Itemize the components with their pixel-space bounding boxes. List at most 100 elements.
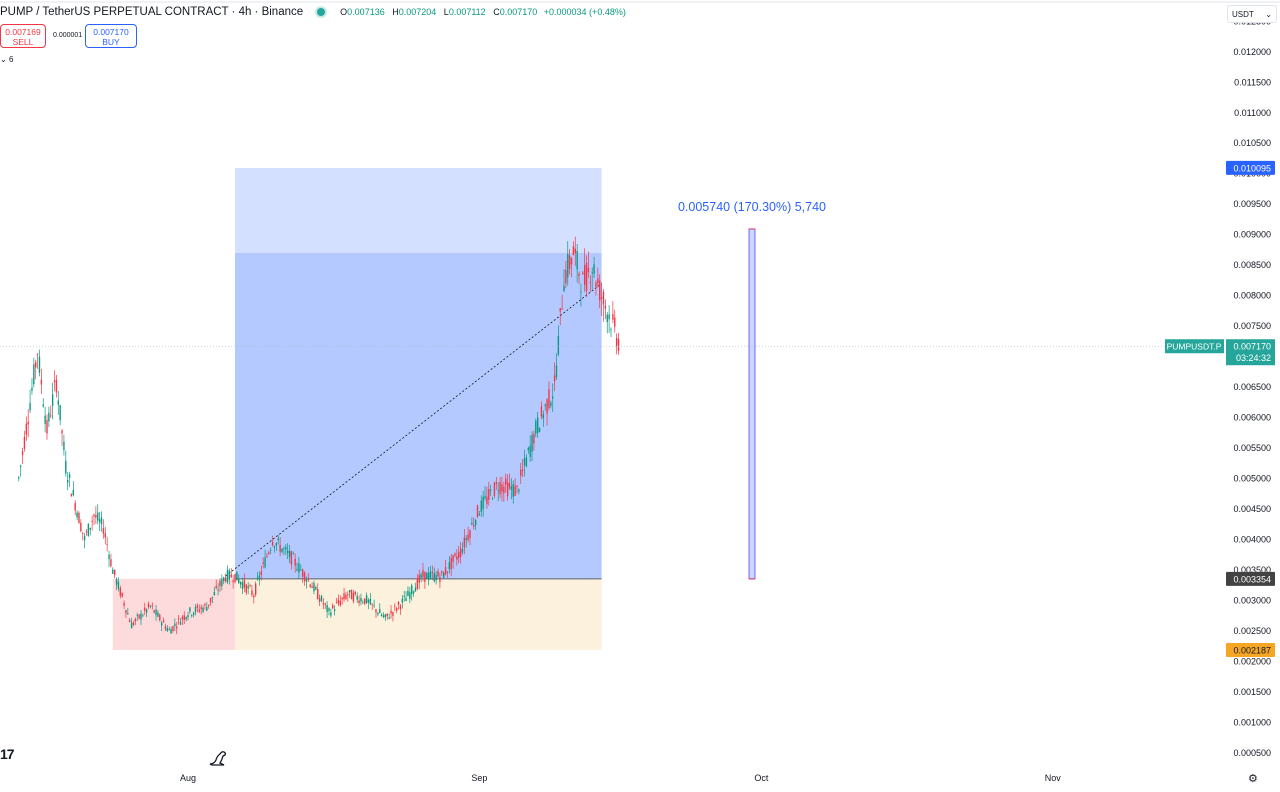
candle bbox=[459, 542, 462, 564]
candle bbox=[298, 556, 300, 579]
candle bbox=[226, 565, 229, 585]
y-tick-label: 0.003500 bbox=[1233, 565, 1271, 575]
tradingview-logo[interactable]: 17 bbox=[0, 746, 15, 762]
candle-body bbox=[224, 577, 227, 582]
candle-body bbox=[491, 498, 494, 500]
candle bbox=[174, 618, 176, 632]
candle-body bbox=[546, 399, 548, 414]
candle bbox=[501, 476, 503, 502]
candle-body bbox=[360, 598, 362, 602]
candle bbox=[183, 611, 185, 625]
candle bbox=[270, 547, 272, 555]
candle bbox=[324, 602, 326, 610]
candle bbox=[87, 523, 90, 537]
candle bbox=[337, 594, 340, 607]
candle-body bbox=[117, 581, 120, 589]
candle bbox=[121, 592, 123, 598]
low-value: 0.007112 bbox=[448, 7, 486, 17]
candle-body bbox=[268, 552, 270, 554]
candle-body bbox=[89, 527, 91, 530]
candle bbox=[129, 617, 131, 623]
candle bbox=[50, 405, 52, 418]
candle bbox=[412, 590, 415, 597]
candle-body bbox=[508, 482, 511, 488]
candle bbox=[401, 595, 404, 609]
y-tick-label: 0.006500 bbox=[1233, 382, 1271, 392]
candle-body bbox=[608, 314, 610, 320]
candle bbox=[593, 256, 595, 278]
candle bbox=[78, 511, 80, 524]
candle-body bbox=[328, 608, 330, 611]
candle-body bbox=[27, 421, 29, 425]
candle bbox=[83, 533, 86, 549]
candle bbox=[416, 573, 419, 591]
candle bbox=[461, 542, 464, 555]
candle bbox=[80, 519, 82, 533]
candle bbox=[185, 616, 187, 622]
candle bbox=[33, 357, 35, 388]
candle-body bbox=[523, 458, 526, 466]
candle bbox=[493, 481, 496, 499]
candle bbox=[364, 598, 366, 606]
candle-body bbox=[412, 591, 415, 594]
candle-body bbox=[424, 571, 426, 582]
candle bbox=[448, 555, 451, 574]
dino-icon[interactable] bbox=[208, 748, 228, 768]
candle-body bbox=[615, 337, 618, 346]
candle-body bbox=[121, 592, 123, 597]
candle-body bbox=[326, 605, 328, 612]
candle-body bbox=[305, 579, 308, 582]
candle-body bbox=[397, 601, 400, 605]
candle bbox=[266, 553, 268, 558]
candle-body bbox=[478, 514, 481, 516]
candle bbox=[362, 599, 364, 604]
candle-body bbox=[459, 548, 462, 558]
candle bbox=[474, 518, 477, 531]
candle-body bbox=[567, 254, 569, 278]
candle bbox=[578, 271, 580, 285]
candle-body bbox=[230, 574, 232, 578]
gear-icon[interactable]: ⚙ bbox=[1248, 773, 1258, 785]
candle-body bbox=[285, 547, 287, 550]
currency-select[interactable]: USDT ⌄ bbox=[1227, 5, 1277, 23]
candle-body bbox=[356, 596, 358, 600]
candle-body bbox=[375, 609, 377, 613]
candle-body bbox=[300, 569, 302, 571]
candle-body bbox=[55, 379, 58, 393]
candle-body bbox=[136, 614, 138, 616]
candle-body bbox=[125, 610, 127, 614]
buy-button[interactable]: 0.007170 BUY bbox=[85, 24, 137, 48]
candle bbox=[508, 473, 511, 491]
candle bbox=[123, 600, 125, 609]
candle bbox=[303, 571, 306, 586]
candle bbox=[202, 605, 204, 614]
target-zone bbox=[235, 167, 602, 579]
candle-body bbox=[324, 603, 326, 605]
symbol-title[interactable]: PUMP / TetherUS PERPETUAL CONTRACT · 4h … bbox=[0, 6, 304, 18]
candle-body bbox=[409, 592, 411, 599]
candle bbox=[580, 283, 582, 307]
candle-body bbox=[192, 612, 195, 615]
candle-body bbox=[61, 430, 63, 434]
candles bbox=[18, 236, 620, 635]
candle-body bbox=[42, 404, 44, 407]
candle bbox=[531, 431, 533, 462]
candle-body bbox=[557, 336, 560, 355]
candle-body bbox=[174, 623, 176, 627]
candle bbox=[407, 586, 409, 597]
candle bbox=[320, 594, 323, 603]
candle-body bbox=[35, 362, 37, 368]
candle-body bbox=[277, 538, 279, 541]
candle-body bbox=[279, 544, 281, 552]
candle-body bbox=[382, 615, 385, 618]
candle bbox=[369, 593, 372, 606]
legend-toggle[interactable]: ⌄ 6 bbox=[0, 55, 13, 64]
candle-body bbox=[548, 389, 550, 408]
candle bbox=[213, 586, 216, 596]
currency-value: USDT bbox=[1232, 10, 1254, 19]
candle-body bbox=[151, 605, 153, 607]
sell-button[interactable]: 0.007169 SELL bbox=[0, 24, 46, 48]
candle bbox=[170, 626, 172, 634]
candle-body bbox=[207, 604, 210, 606]
